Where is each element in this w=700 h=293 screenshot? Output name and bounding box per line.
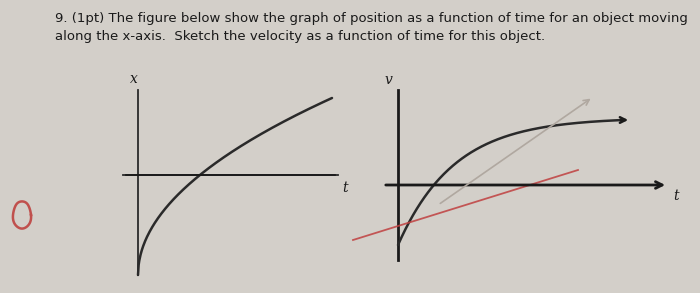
Text: x: x xyxy=(130,72,138,86)
Text: along the x-axis.  Sketch the velocity as a function of time for this object.: along the x-axis. Sketch the velocity as… xyxy=(55,30,545,43)
Text: 9. (1pt) The figure below show the graph of position as a function of time for a: 9. (1pt) The figure below show the graph… xyxy=(55,12,688,25)
Text: v: v xyxy=(384,73,392,87)
Text: t: t xyxy=(342,181,348,195)
Text: t: t xyxy=(673,189,678,203)
